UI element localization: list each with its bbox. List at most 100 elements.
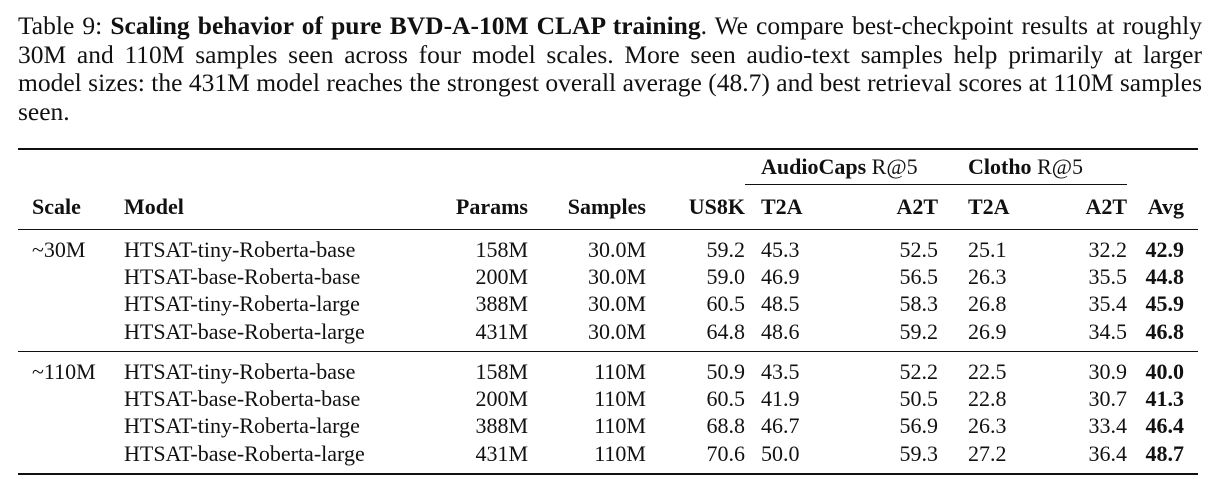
cell-scale	[18, 318, 124, 352]
cell-clotho-t2a: 27.2	[968, 440, 1007, 466]
cell-us8k: 60.5	[706, 386, 746, 412]
cell-model: HTSAT-base-Roberta-large	[124, 318, 365, 344]
cell-clotho-t2a: 26.8	[968, 291, 1007, 317]
cell-model: HTSAT-tiny-Roberta-large	[124, 291, 360, 317]
cell-audiocaps-a2t: 56.5	[899, 263, 939, 289]
cell-audiocaps-t2a: 48.6	[761, 318, 800, 344]
col-params: Params	[455, 193, 528, 219]
cell-clotho-a2t: 32.2	[1088, 236, 1128, 262]
cell-samples: 30.0M	[587, 318, 646, 344]
cell-audiocaps-t2a: 45.3	[761, 236, 800, 262]
cell-us8k: 68.8	[706, 413, 746, 439]
table-row: HTSAT-tiny-Roberta-large 388M 110M 68.8 46.7…	[18, 413, 1198, 440]
cell-model: HTSAT-tiny-Roberta-base	[124, 236, 356, 262]
cell-params: 158M	[475, 358, 528, 384]
cell-clotho-a2t: 30.7	[1088, 386, 1128, 412]
col-scale: Scale	[32, 193, 81, 219]
cell-scale	[18, 413, 124, 440]
cell-us8k: 59.0	[706, 263, 746, 289]
col-clotho-t2a: T2A	[968, 194, 1010, 219]
cell-audiocaps-t2a: 50.0	[761, 440, 800, 466]
caption-label: Table 9:	[18, 11, 103, 40]
cell-avg: 46.4	[1145, 413, 1185, 439]
cell-us8k: 64.8	[706, 318, 746, 344]
cell-params: 388M	[475, 413, 528, 439]
table-row: HTSAT-base-Roberta-large 431M 30.0M 64.8 48.…	[18, 318, 1198, 352]
cell-audiocaps-t2a: 41.9	[761, 386, 800, 412]
cell-clotho-t2a: 22.5	[968, 358, 1007, 384]
cell-samples: 30.0M	[587, 263, 646, 289]
cell-scale	[18, 440, 124, 474]
col-clotho-a2t: A2T	[1085, 194, 1127, 219]
cell-avg: 44.8	[1145, 263, 1185, 289]
results-table: AudioCaps R@5 Clotho R@5 Scale Model Par…	[18, 148, 1198, 475]
cell-clotho-a2t: 30.9	[1088, 358, 1128, 384]
clotho-group-header: Clotho R@5	[952, 149, 1127, 185]
cell-scale	[18, 291, 124, 318]
cell-model: HTSAT-base-Roberta-base	[124, 263, 361, 289]
cell-clotho-t2a: 26.3	[968, 263, 1007, 289]
caption-body: . We compare best-checkpoint results at …	[18, 11, 1202, 126]
cell-clotho-t2a: 22.8	[968, 386, 1007, 412]
cell-avg: 48.7	[1145, 440, 1185, 466]
audiocaps-group-header: AudioCaps R@5	[745, 149, 952, 185]
cell-clotho-a2t: 33.4	[1088, 413, 1128, 439]
table-row: HTSAT-base-Roberta-large 431M 110M 70.6 50.0…	[18, 440, 1198, 475]
col-us8k: US8K	[688, 193, 745, 219]
cell-model: HTSAT-base-Roberta-base	[124, 386, 361, 412]
cell-audiocaps-t2a: 46.7	[761, 413, 800, 439]
col-avg: Avg	[1147, 193, 1184, 219]
table-caption: Table 9: Scaling behavior of pure BVD-A-…	[18, 11, 1202, 126]
cell-avg: 42.9	[1145, 236, 1185, 262]
cell-samples: 110M	[594, 386, 646, 412]
cell-samples: 30.0M	[587, 291, 646, 317]
cell-params: 431M	[475, 318, 528, 344]
col-audiocaps-a2t: A2T	[896, 194, 938, 219]
caption-title: Scaling behavior of pure BVD-A-10M CLAP …	[110, 11, 701, 40]
cell-clotho-a2t: 35.5	[1088, 263, 1128, 289]
cell-audiocaps-a2t: 50.5	[899, 386, 939, 412]
col-audiocaps-t2a: T2A	[761, 194, 803, 219]
cell-us8k: 59.2	[706, 236, 746, 262]
cell-audiocaps-a2t: 59.3	[899, 440, 939, 466]
group-header-row: AudioCaps R@5 Clotho R@5	[18, 149, 1198, 185]
cell-audiocaps-a2t: 58.3	[899, 291, 939, 317]
cell-scale	[18, 385, 124, 412]
cell-model: HTSAT-tiny-Roberta-large	[124, 413, 360, 439]
table-row: ~30M HTSAT-tiny-Roberta-base 158M 30.0M 59.2…	[18, 229, 1198, 264]
cell-clotho-a2t: 34.5	[1088, 318, 1128, 344]
table-row: ~110M HTSAT-tiny-Roberta-base 158M 110M 50.9…	[18, 351, 1198, 386]
cell-audiocaps-t2a: 48.5	[761, 291, 800, 317]
cell-audiocaps-a2t: 56.9	[899, 413, 939, 439]
cell-samples: 110M	[594, 358, 646, 384]
cell-params: 158M	[475, 236, 528, 262]
cell-us8k: 50.9	[706, 358, 746, 384]
cell-clotho-t2a: 26.9	[968, 318, 1007, 344]
cell-clotho-a2t: 35.4	[1088, 291, 1128, 317]
cell-params: 200M	[475, 386, 528, 412]
table-row: HTSAT-base-Roberta-base 200M 110M 60.5 41.9 5…	[18, 385, 1198, 412]
cell-avg: 46.8	[1145, 318, 1185, 344]
cell-audiocaps-t2a: 43.5	[761, 358, 800, 384]
cell-params: 431M	[475, 440, 528, 466]
cell-scale: ~30M	[32, 236, 86, 262]
cell-params: 200M	[475, 263, 528, 289]
cell-params: 388M	[475, 291, 528, 317]
cell-clotho-a2t: 36.4	[1088, 440, 1128, 466]
cell-samples: 110M	[594, 413, 646, 439]
cell-us8k: 70.6	[706, 440, 746, 466]
cell-model: HTSAT-tiny-Roberta-base	[124, 358, 356, 384]
cell-avg: 40.0	[1145, 358, 1185, 384]
cell-samples: 110M	[594, 440, 646, 466]
cell-clotho-t2a: 25.1	[968, 236, 1007, 262]
cell-us8k: 60.5	[706, 291, 746, 317]
cell-audiocaps-a2t: 52.5	[899, 236, 939, 262]
cell-clotho-t2a: 26.3	[968, 413, 1007, 439]
cell-avg: 45.9	[1145, 291, 1185, 317]
cell-avg: 41.3	[1145, 386, 1185, 412]
table-row: HTSAT-tiny-Roberta-large 388M 30.0M 60.5 48.…	[18, 291, 1198, 318]
cell-audiocaps-a2t: 59.2	[899, 318, 939, 344]
column-header-row: Scale Model Params Samples US8K T2A A2T …	[18, 185, 1198, 230]
cell-scale: ~110M	[32, 358, 96, 384]
